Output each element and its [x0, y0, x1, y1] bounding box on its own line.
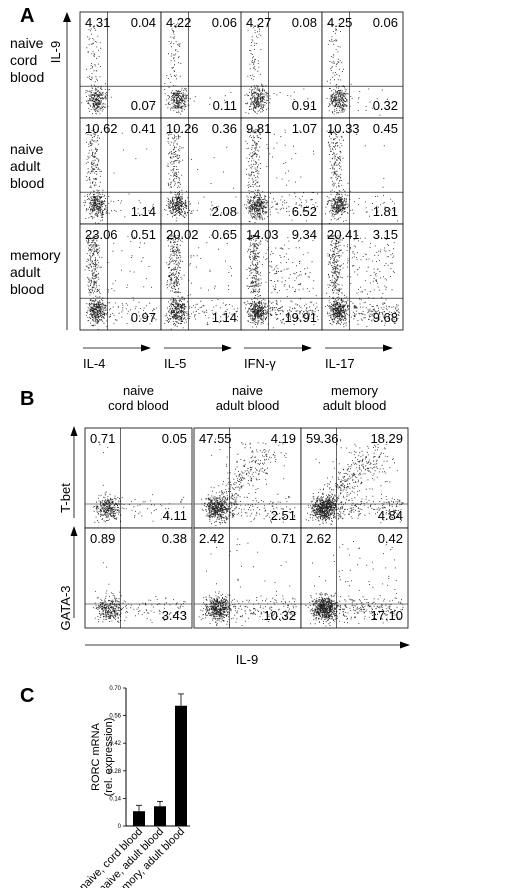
quadrant-lower-right-value: 1.14	[212, 310, 237, 325]
quadrant-upper-left-value: 59.36	[306, 431, 339, 446]
y-tick-label: 0.70	[109, 686, 121, 692]
quadrant-upper-right-value: 0.36	[212, 121, 237, 136]
row-label: naive	[10, 35, 44, 51]
x-axis-label: IL-5	[164, 356, 186, 371]
quadrant-upper-right-value: 0.06	[373, 15, 398, 30]
quadrant-upper-right-value: 0.05	[162, 431, 187, 446]
quadrant-lower-right-value: 1.81	[373, 204, 398, 219]
quadrant-upper-left-value: 4.31	[85, 15, 110, 30]
panel-a: 4.31 0.04 0.07 4.22 0.06 0.11 4.27 0.08 0.91 4.25…	[10, 12, 403, 371]
x-axis-label: IL-4	[83, 356, 105, 371]
x-axis-label: IFN-γ	[244, 356, 276, 371]
row-label: blood	[10, 69, 44, 85]
quadrant-lower-right-value: 0.32	[373, 98, 398, 113]
row-label: blood	[10, 175, 44, 191]
quadrant-lower-right-value: 3.43	[162, 608, 187, 623]
quadrant-upper-right-value: 0.71	[271, 531, 296, 546]
y-axis-label: (rel. expression)	[103, 718, 115, 797]
quadrant-upper-right-value: 0.06	[212, 15, 237, 30]
bar	[154, 806, 166, 826]
column-label: naive	[232, 383, 263, 398]
quadrant-upper-left-value: 14.03	[246, 227, 279, 242]
x-axis-arrow-head	[400, 642, 410, 649]
quadrant-upper-left-value: 10.62	[85, 121, 118, 136]
quadrant-upper-left-value: 4.27	[246, 15, 271, 30]
row-label: naive	[10, 141, 44, 157]
quadrant-lower-right-value: 19.91	[284, 310, 317, 325]
quadrant-lower-right-value: 0.07	[131, 98, 156, 113]
quadrant-lower-right-value: 1.14	[131, 204, 156, 219]
column-label: memory	[331, 383, 378, 398]
quadrant-upper-left-value: 9.81	[246, 121, 271, 136]
panel-b-letter: B	[20, 388, 34, 410]
quadrant-lower-right-value: 4.84	[378, 508, 403, 523]
row-label: adult	[10, 158, 40, 174]
panel-c-letter: C	[20, 685, 34, 707]
quadrant-upper-right-value: 0.65	[212, 227, 237, 242]
quadrant-upper-right-value: 0.04	[131, 15, 156, 30]
quadrant-lower-right-value: 17.10	[370, 608, 403, 623]
quadrant-lower-right-value: 6.52	[292, 204, 317, 219]
quadrant-upper-right-value: 1.07	[292, 121, 317, 136]
quadrant-upper-right-value: 18.29	[370, 431, 403, 446]
row-label: adult	[10, 264, 40, 280]
quadrant-upper-left-value: 2.62	[306, 531, 331, 546]
quadrant-upper-right-value: 0.45	[373, 121, 398, 136]
panel-a-letter: A	[20, 5, 34, 27]
y-axis-label: T-bet	[58, 483, 73, 513]
x-axis-arrow-head	[141, 345, 151, 352]
quadrant-upper-left-value: 20.02	[166, 227, 199, 242]
quadrant-lower-right-value: 0.11	[213, 98, 237, 113]
quadrant-upper-right-value: 0.38	[162, 531, 187, 546]
quadrant-upper-right-value: 0.41	[131, 121, 156, 136]
quadrant-upper-left-value: 4.22	[166, 15, 191, 30]
quadrant-upper-right-value: 0.08	[292, 15, 317, 30]
y-axis-label: IL-9	[48, 41, 63, 63]
bar	[133, 811, 145, 826]
y-axis-arrow-head	[71, 526, 78, 536]
quadrant-lower-right-value: 0.97	[131, 310, 156, 325]
quadrant-upper-left-value: 23.06	[85, 227, 118, 242]
quadrant-lower-right-value: 9.68	[373, 310, 398, 325]
y-axis-arrow-head	[71, 426, 78, 436]
x-axis-arrow-head	[222, 345, 232, 352]
row-label: memory	[10, 247, 61, 263]
x-axis-arrow-head	[383, 345, 393, 352]
quadrant-upper-left-value: 2.42	[199, 531, 224, 546]
quadrant-lower-right-value: 4.11	[163, 508, 187, 523]
quadrant-lower-right-value: 2.08	[212, 204, 237, 219]
x-axis-label: IL-17	[325, 356, 355, 371]
column-label: naive	[123, 383, 154, 398]
row-label: blood	[10, 281, 44, 297]
quadrant-upper-left-value: 47.55	[199, 431, 232, 446]
quadrant-upper-right-value: 9.34	[292, 227, 317, 242]
quadrant-upper-left-value: 0.89	[90, 531, 115, 546]
column-label: cord blood	[108, 398, 169, 413]
quadrant-upper-left-value: 4.25	[327, 15, 352, 30]
quadrant-upper-right-value: 0.51	[131, 227, 156, 242]
column-label: adult blood	[216, 398, 280, 413]
y-axis-label: RORC mRNA	[90, 722, 102, 790]
quadrant-upper-right-value: 4.19	[271, 431, 296, 446]
quadrant-lower-right-value: 0.91	[292, 98, 317, 113]
x-axis-label: IL-9	[236, 652, 258, 667]
quadrant-upper-right-value: 3.15	[373, 227, 398, 242]
column-label: adult blood	[323, 398, 387, 413]
quadrant-upper-left-value: 10.33	[327, 121, 360, 136]
quadrant-upper-right-value: 0.42	[378, 531, 403, 546]
quadrant-lower-right-value: 2.51	[271, 508, 296, 523]
y-axis-arrow-head	[63, 12, 71, 22]
row-label: cord	[10, 52, 37, 68]
quadrant-lower-right-value: 10.32	[263, 608, 296, 623]
y-axis-label: GATA-3	[58, 585, 73, 630]
bar	[175, 706, 187, 826]
quadrant-upper-left-value: 0.71	[90, 431, 115, 446]
quadrant-upper-left-value: 20.41	[327, 227, 360, 242]
quadrant-upper-left-value: 10.26	[166, 121, 199, 136]
y-tick-label: 0	[118, 824, 122, 830]
x-axis-arrow-head	[302, 345, 312, 352]
